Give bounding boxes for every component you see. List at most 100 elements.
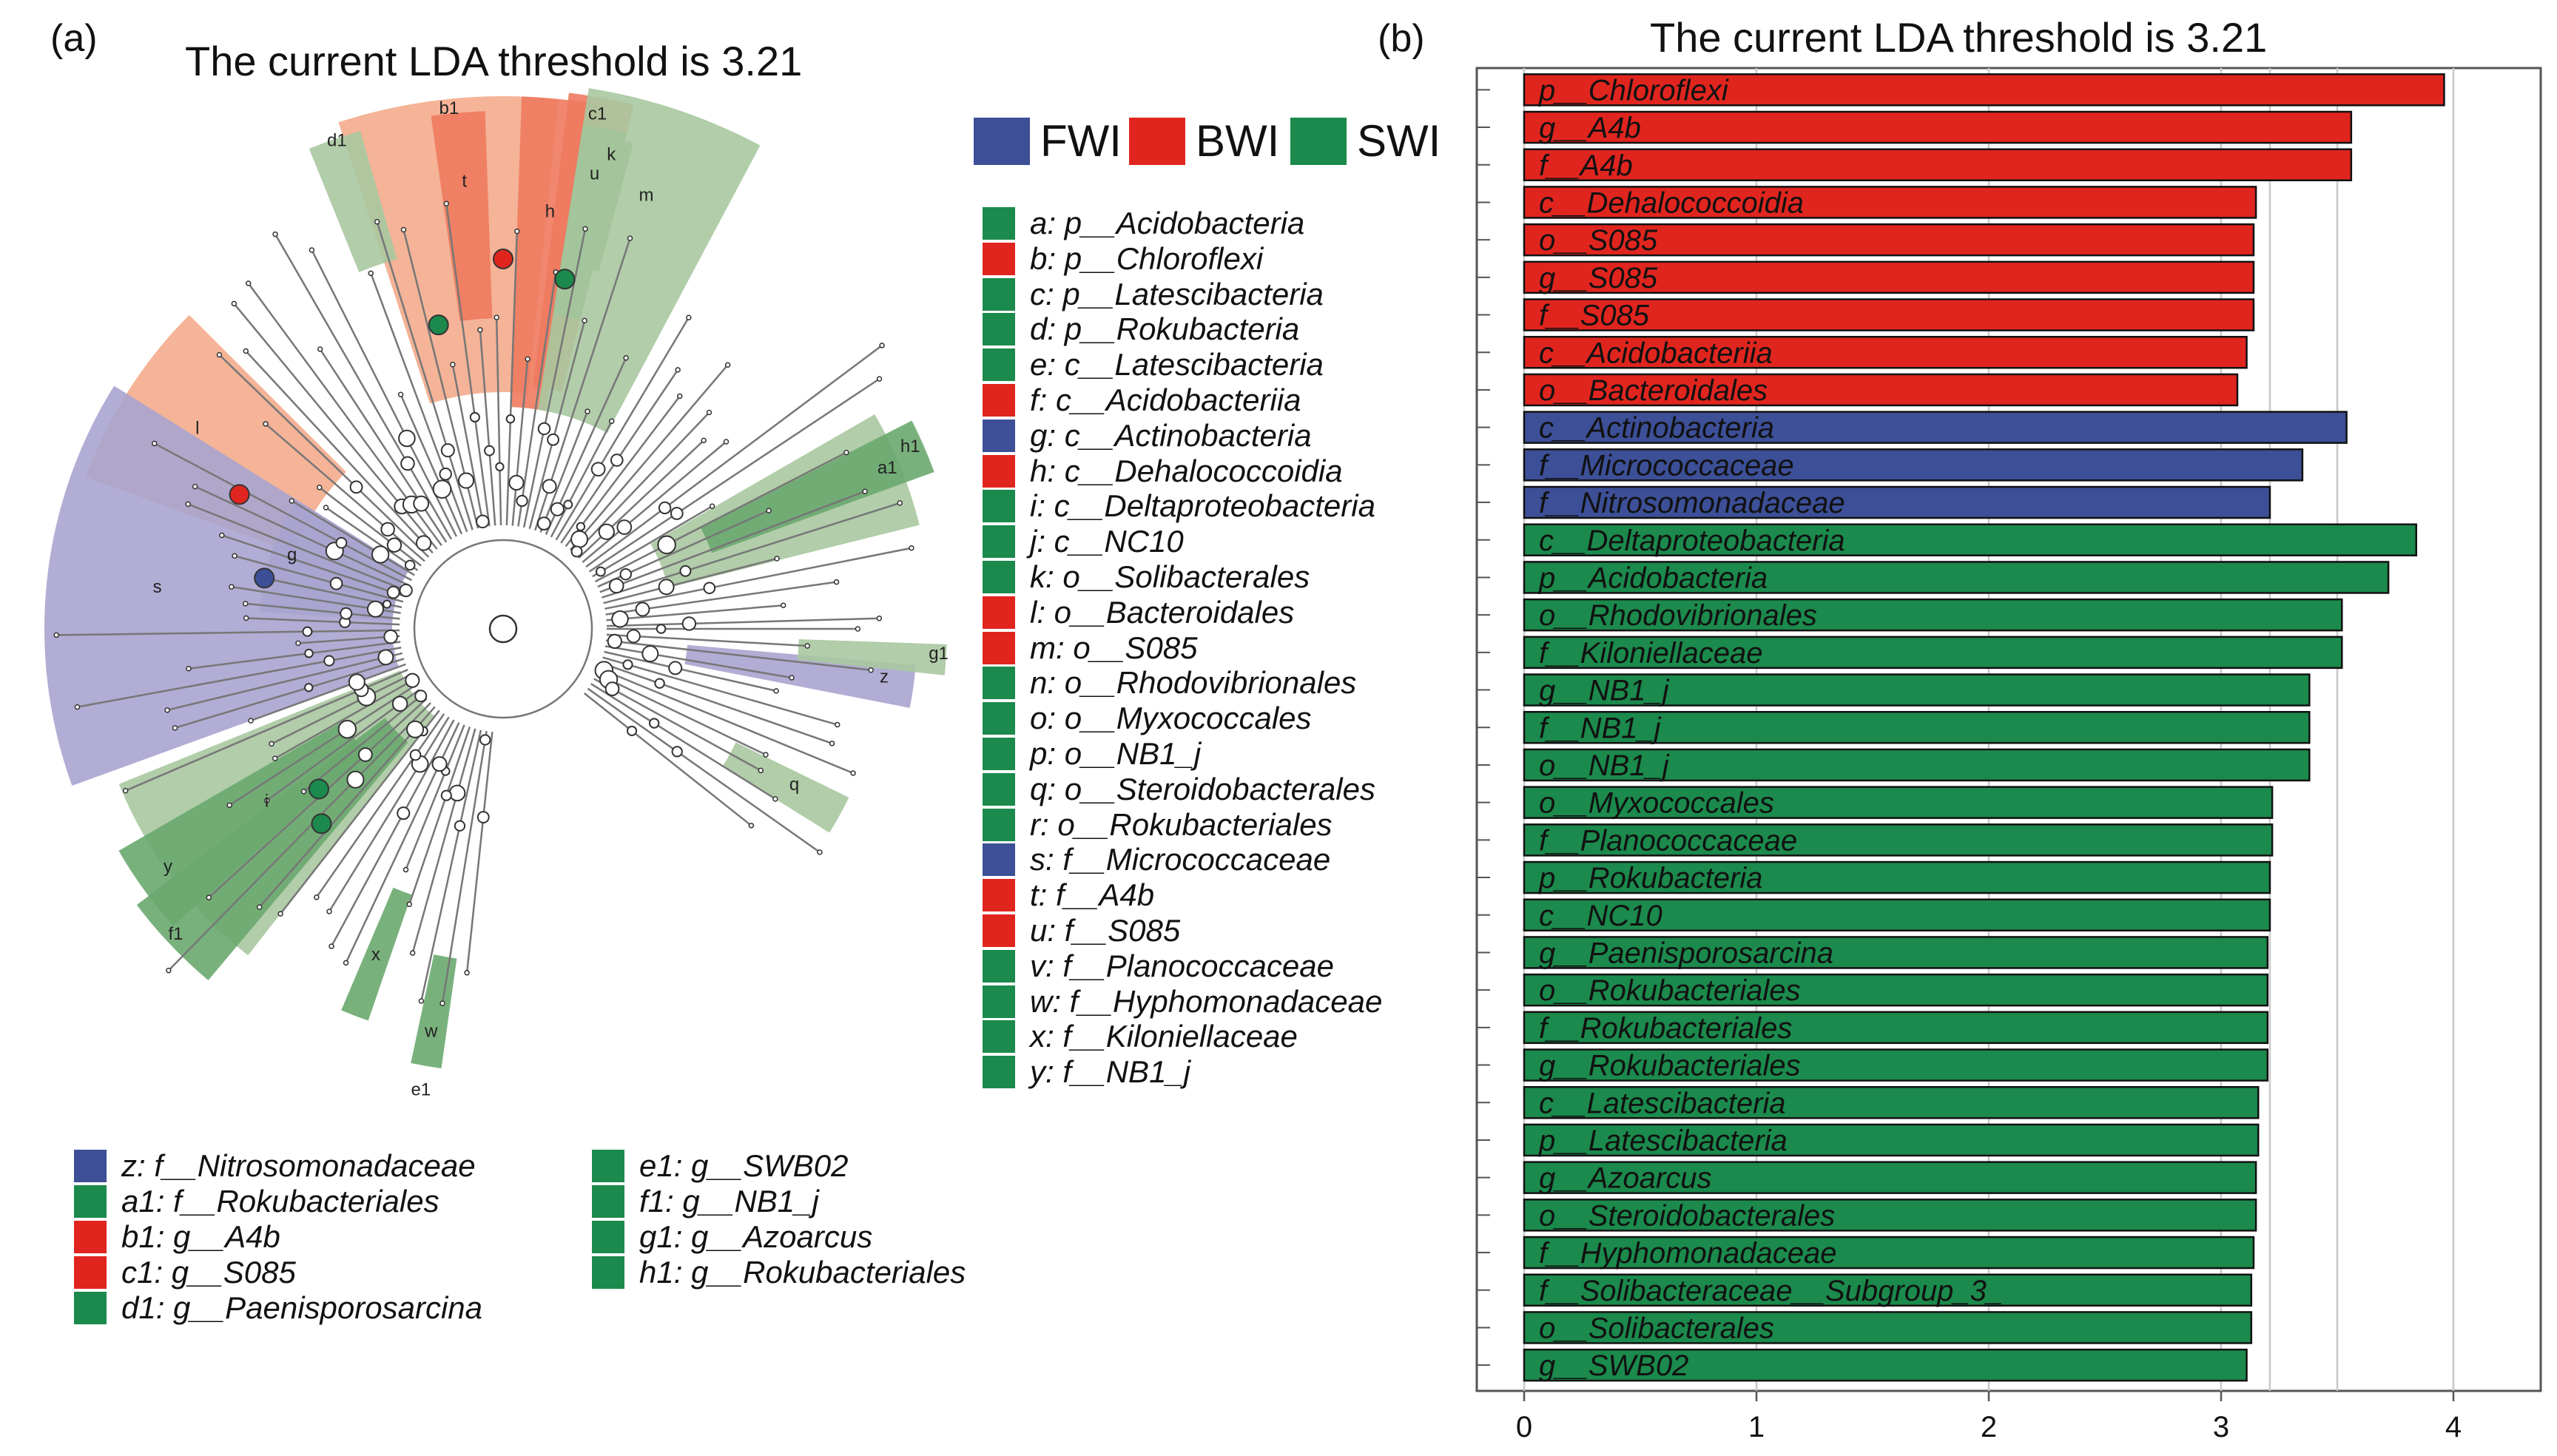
branch [604,650,777,692]
legend-text: f: c__Acidobacteriia [1030,382,1301,417]
branch [465,732,493,973]
branch [376,221,474,530]
bar-label: o__S085 [1539,224,1658,257]
branch [274,679,414,760]
clade-letter: s [153,577,162,597]
node [670,507,684,520]
node [377,649,394,666]
node [657,535,676,555]
legend-swatch [983,843,1015,877]
cladogram-branches [56,203,912,1004]
branch [550,420,613,538]
bwi-swatch [1129,117,1185,165]
clade-letter: b1 [439,98,459,118]
branch [596,673,767,756]
clade-letter: q [789,775,799,795]
legend-swatch [983,667,1015,700]
swi-label: SWI [1357,116,1441,166]
panel-label-a: (a) [50,17,98,60]
branch [578,439,705,559]
legend-swatch [983,949,1015,983]
leaf-node [450,361,456,368]
legend-swatch [983,454,1015,488]
node [335,536,348,549]
legend-swatch [983,1056,1015,1089]
branch [280,710,440,914]
branch [195,485,410,587]
branch [565,395,681,547]
legend-swatch [983,738,1015,770]
fwi-label: FWI [1040,116,1122,166]
branch [602,656,838,726]
branch [585,344,883,568]
legend-entry: u: f__S085 [983,913,1180,948]
node [576,522,586,532]
legend-entry: v: f__Planococcaceae [983,948,1334,984]
leaf-node [406,901,413,908]
leaf-node [272,755,278,761]
clade-sector-x [341,887,412,1021]
branch [229,684,417,806]
branch [495,317,502,526]
biomarker-node [311,813,332,835]
branch [598,667,854,775]
bar-label: o__Myxococcales [1539,787,1774,820]
branch [56,629,400,636]
legend-entry: j: c__NC10 [983,524,1184,559]
leaf-node [269,741,274,747]
leaf-node [804,643,810,649]
node [570,545,583,558]
legend-swatch [983,313,1015,346]
node [348,673,365,691]
node [329,576,343,590]
branch [599,491,866,593]
leaf-node [409,950,416,956]
branch [517,272,557,527]
node [537,422,551,436]
bar-label: c__Actinobacteria [1539,412,1774,445]
legend-swatch [983,384,1015,417]
node [626,725,638,737]
branch [569,364,729,551]
bar-label: o__Steroidobacterales [1539,1199,1835,1232]
node [658,579,675,596]
bar [1523,73,2445,107]
branch [603,557,778,604]
bar-label: o__Solibacterales [1539,1312,1774,1344]
bar-label: o__NB1_j [1539,749,1670,782]
leaf-node [709,503,715,509]
branch [539,411,589,533]
leaf-node [623,355,629,361]
node [346,770,365,789]
branch [188,641,401,670]
bar [1523,1236,2255,1270]
fwi-swatch [974,117,1030,165]
legend-text: o: o__Myxococcales [1030,701,1312,736]
legend-entry: y: f__NB1_j [983,1054,1190,1090]
clade-sector-m [537,88,761,434]
branch [604,547,912,610]
legend-entry: d: p__Rokubacteria [983,311,1299,347]
legend-entry: x: f__Kiloniellaceae [983,1019,1298,1054]
legend-entry: b: p__Chloroflexi [983,241,1263,277]
branch [441,730,488,1004]
node [508,474,525,491]
branch [555,317,690,541]
leaf-node [773,688,779,694]
leaf-node [53,632,59,638]
node [619,567,632,581]
bar [1523,823,2274,857]
leaf-node [374,218,380,225]
branch [405,724,465,870]
legend-text: h: c__Dehalococcoidia [1030,453,1343,488]
leaf-node [343,960,349,966]
x-tick-label: 3 [2213,1411,2229,1443]
node [448,784,466,802]
leaf-node [226,802,232,809]
bar-label: p__Rokubacteria [1538,862,1762,894]
node [679,564,692,577]
branch [604,645,792,679]
legend-text: r: o__Rokubacteriales [1030,806,1333,842]
clade-sector-f1 [136,718,408,980]
